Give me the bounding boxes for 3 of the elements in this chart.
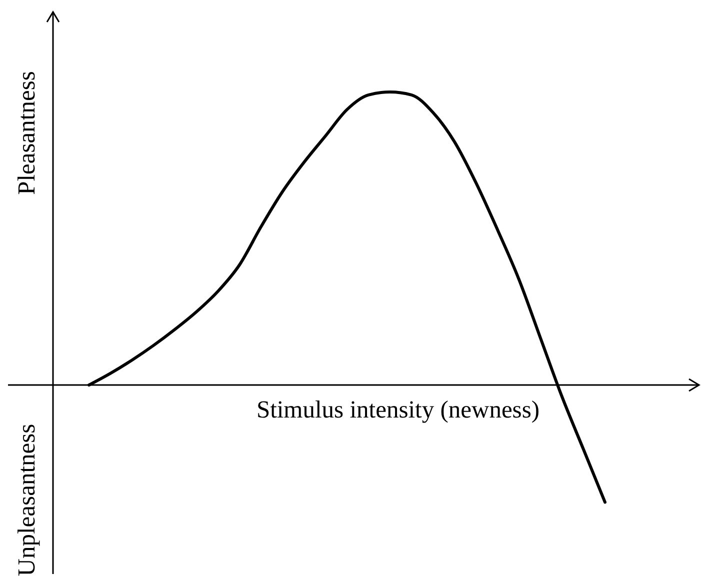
x-axis-title: Stimulus intensity (newness) xyxy=(256,396,540,424)
y-axis-title: Pleasantness xyxy=(14,71,40,195)
text: Unpleasantness xyxy=(14,424,40,576)
